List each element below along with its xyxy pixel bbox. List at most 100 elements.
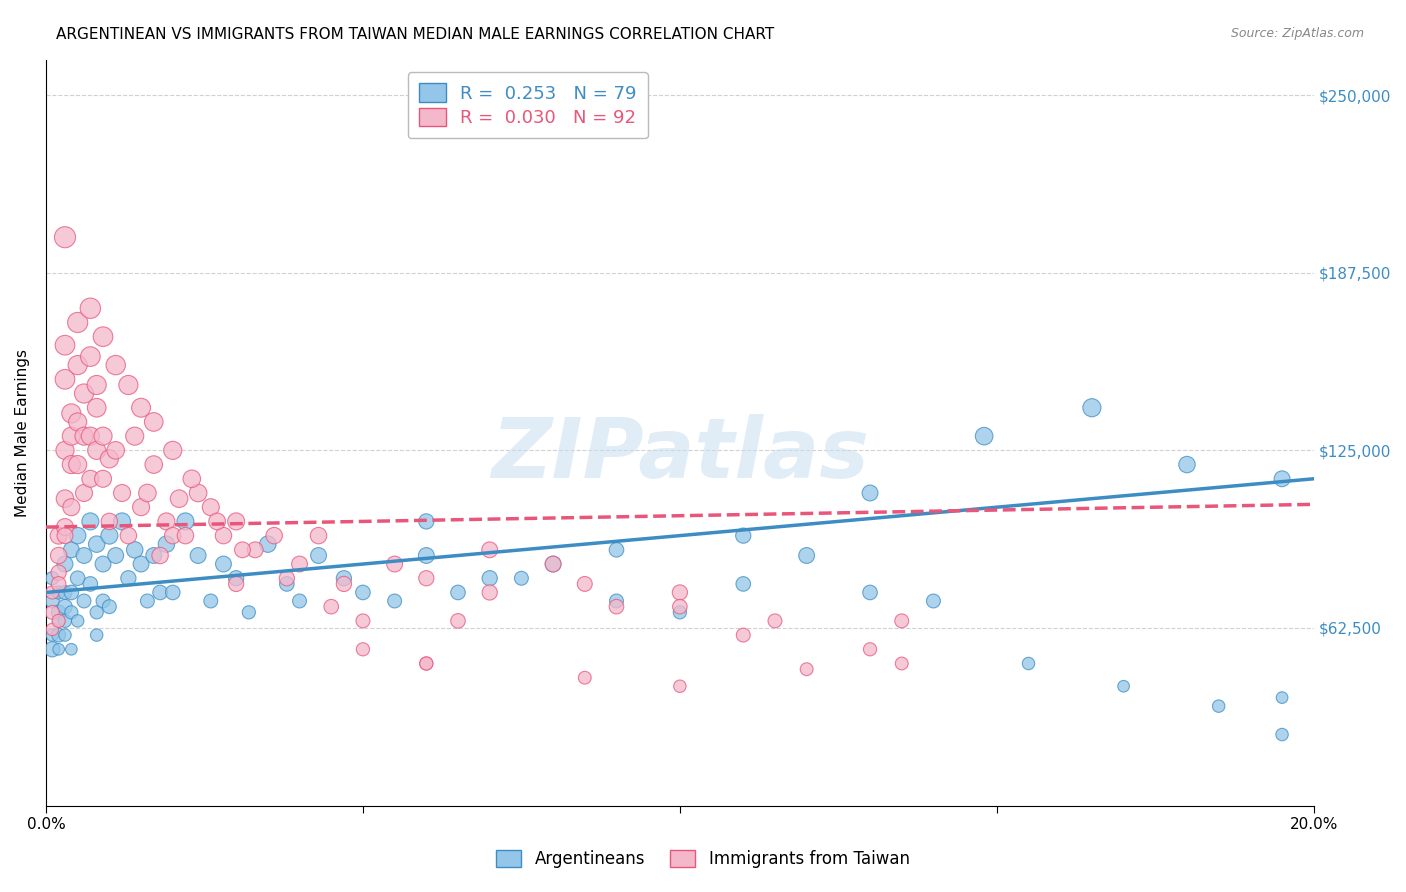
Point [73,594,96,608]
Point [124,429,146,443]
Point [321,599,343,614]
Point [605,599,627,614]
Point [53,230,76,244]
Point [91,557,114,571]
Point [53,443,76,458]
Point [763,614,786,628]
Point [1018,657,1040,671]
Point [60,585,83,599]
Point [48,577,70,591]
Point [117,571,139,585]
Point [48,528,70,542]
Point [1271,472,1294,486]
Point [142,549,165,563]
Point [60,542,83,557]
Point [136,594,159,608]
Point [180,472,202,486]
Point [225,515,247,529]
Point [111,515,134,529]
Point [384,594,406,608]
Point [308,528,330,542]
Point [276,571,298,585]
Point [605,594,627,608]
Point [384,557,406,571]
Point [155,515,177,529]
Point [41,585,63,599]
Point [73,486,96,500]
Point [352,614,374,628]
Point [66,458,89,472]
Point [53,614,76,628]
Point [79,577,101,591]
Point [478,585,501,599]
Point [79,350,101,364]
Point [129,401,152,415]
Point [200,500,222,515]
Point [669,585,692,599]
Point [541,557,564,571]
Point [98,528,121,542]
Point [41,642,63,657]
Point [187,486,209,500]
Point [288,594,311,608]
Point [142,415,165,429]
Point [333,571,356,585]
Point [48,614,70,628]
Point [162,528,184,542]
Point [86,605,108,619]
Point [447,585,470,599]
Point [98,599,121,614]
Point [53,585,76,599]
Point [41,623,63,637]
Point [415,515,437,529]
Point [352,585,374,599]
Point [733,577,755,591]
Point [124,542,146,557]
Point [104,443,127,458]
Point [478,542,501,557]
Point [53,338,76,352]
Point [91,472,114,486]
Point [238,605,260,619]
Point [86,401,108,415]
Point [60,458,83,472]
Point [79,472,101,486]
Point [174,528,197,542]
Point [859,642,882,657]
Point [117,528,139,542]
Point [98,451,121,466]
Point [796,549,818,563]
Point [574,671,596,685]
Point [510,571,533,585]
Point [859,486,882,500]
Point [66,358,89,372]
Point [796,662,818,676]
Point [149,549,172,563]
Point [256,537,278,551]
Point [187,549,209,563]
Point [669,679,692,693]
Point [98,515,121,529]
Point [288,557,311,571]
Point [263,528,285,542]
Point [86,628,108,642]
Point [60,500,83,515]
Point [1271,727,1294,741]
Point [973,429,995,443]
Point [73,429,96,443]
Point [243,542,266,557]
Point [60,605,83,619]
Point [91,329,114,343]
Y-axis label: Median Male Earnings: Median Male Earnings [15,349,30,516]
Point [352,642,374,657]
Point [447,614,470,628]
Point [890,614,912,628]
Point [60,406,83,420]
Point [922,594,945,608]
Point [53,372,76,386]
Point [66,614,89,628]
Point [66,415,89,429]
Point [225,571,247,585]
Text: Source: ZipAtlas.com: Source: ZipAtlas.com [1230,27,1364,40]
Point [91,594,114,608]
